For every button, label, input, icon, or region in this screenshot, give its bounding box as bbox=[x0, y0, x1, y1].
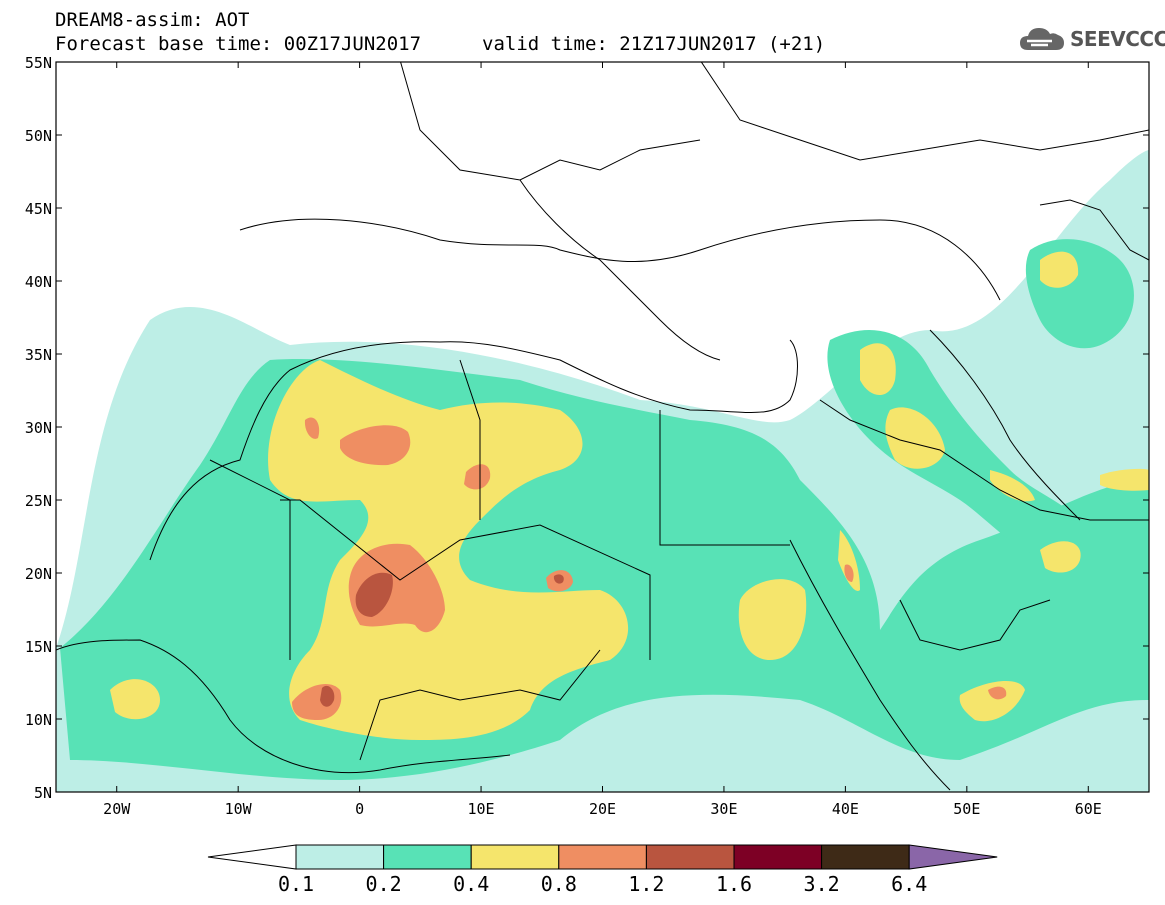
color-bar: 0.1 0.2 0.4 0.8 1.2 1.6 3.2 6.4 bbox=[207, 844, 998, 896]
colorbar-label: 1.2 bbox=[628, 872, 664, 896]
forecast-base-time: Forecast base time: 00Z17JUN2017 bbox=[55, 33, 422, 55]
lat-label: 45N bbox=[25, 200, 52, 218]
lat-label: 5N bbox=[34, 784, 52, 802]
logo: SEEVCCC bbox=[1018, 22, 1165, 56]
lon-label: 10W bbox=[225, 800, 253, 818]
lon-label: 40E bbox=[832, 800, 859, 818]
colorbar-segment bbox=[295, 844, 385, 870]
colorbar-label: 6.4 bbox=[891, 872, 927, 896]
colorbar-segment bbox=[645, 844, 735, 870]
lat-label: 30N bbox=[25, 419, 52, 437]
lat-label: 10N bbox=[25, 711, 52, 729]
lat-label: 15N bbox=[25, 638, 52, 656]
lat-label: 35N bbox=[25, 346, 52, 364]
logo-text: SEEVCCC bbox=[1070, 27, 1165, 51]
borders bbox=[56, 62, 1149, 791]
colorbar-segment bbox=[558, 844, 647, 870]
lat-label: 20N bbox=[25, 565, 52, 583]
colorbar-label: 0.4 bbox=[453, 872, 489, 896]
lat-label: 50N bbox=[25, 127, 52, 145]
lon-label: 20W bbox=[103, 800, 131, 818]
colorbar-segment bbox=[821, 844, 910, 870]
lon-label: 0 bbox=[355, 800, 364, 818]
colorbar-label: 0.2 bbox=[366, 872, 402, 896]
colorbar-label: 3.2 bbox=[804, 872, 840, 896]
lon-label: 50E bbox=[953, 800, 980, 818]
map-title: DREAM8-assim: AOT bbox=[55, 9, 250, 31]
colorbar-label: 0.8 bbox=[541, 872, 577, 896]
aot-field bbox=[56, 150, 1149, 792]
lon-label: 10E bbox=[468, 800, 495, 818]
lon-label: 30E bbox=[710, 800, 737, 818]
colorbar-label: 1.6 bbox=[716, 872, 752, 896]
colorbar-label: 0.1 bbox=[278, 872, 314, 896]
lat-label: 55N bbox=[25, 54, 52, 72]
lon-label: 20E bbox=[589, 800, 616, 818]
lat-label: 40N bbox=[25, 273, 52, 291]
map-axes: 55N 50N 45N 40N 35N 30N 25N 20N 15N 10N 5N 20W 10W 0 1… bbox=[25, 54, 1149, 818]
colorbar-segment bbox=[470, 844, 560, 870]
valid-time: valid time: 21Z17JUN2017 (+21) bbox=[482, 33, 826, 55]
lat-label: 25N bbox=[25, 492, 52, 510]
colorbar-left-arrow bbox=[207, 844, 297, 870]
cloud-icon bbox=[1020, 28, 1064, 50]
lon-label: 60E bbox=[1075, 800, 1102, 818]
colorbar-segment bbox=[733, 844, 823, 870]
colorbar-segment bbox=[383, 844, 472, 870]
colorbar-right-arrow bbox=[908, 844, 998, 870]
aot-level-1.2 bbox=[320, 572, 564, 707]
